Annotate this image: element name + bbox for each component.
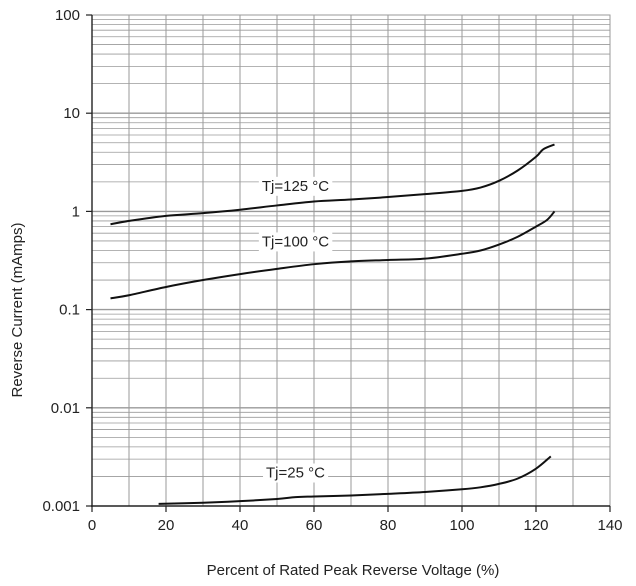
series-line-1 — [110, 143, 555, 226]
series-labels: Tj=125 °C Tj=100 °C Tj=25 °C — [258, 176, 333, 483]
series-label-1: Tj=125 °C — [262, 178, 329, 195]
axes: 0 20 40 60 80 100 120 140 100 10 1 0.1 0.01 0.001 — [42, 7, 622, 534]
series-line-3 — [158, 455, 552, 505]
x-tick-label: 20 — [158, 517, 175, 534]
series-label-3: Tj=25 °C — [266, 465, 325, 482]
y-tick-label: 100 — [55, 7, 80, 24]
y-tick-label: 1 — [72, 203, 80, 220]
series-label-background — [258, 176, 333, 196]
x-tick-label: 100 — [449, 517, 474, 534]
x-tick-label: 140 — [597, 517, 622, 534]
series-line-2 — [110, 210, 556, 300]
series-label-2: Tj=100 °C — [262, 233, 329, 250]
x-tick-label: 120 — [523, 517, 548, 534]
x-tick-label: 80 — [380, 517, 397, 534]
x-tick-label: 0 — [88, 517, 96, 534]
x-tick-label: 60 — [306, 517, 323, 534]
y-tick-label: 0.01 — [51, 400, 80, 417]
y-axis-title: Reverse Current (mAmps) — [9, 222, 26, 397]
y-tick-label: 0.001 — [42, 498, 80, 515]
series-lines — [110, 143, 556, 505]
y-tick-label: 10 — [63, 105, 80, 122]
series-label-background — [258, 232, 333, 252]
x-tick-label: 40 — [232, 517, 249, 534]
series-label-background — [263, 463, 329, 483]
y-tick-label: 0.1 — [59, 302, 80, 319]
x-axis-title: Percent of Rated Peak Reverse Voltage (%… — [207, 562, 500, 579]
